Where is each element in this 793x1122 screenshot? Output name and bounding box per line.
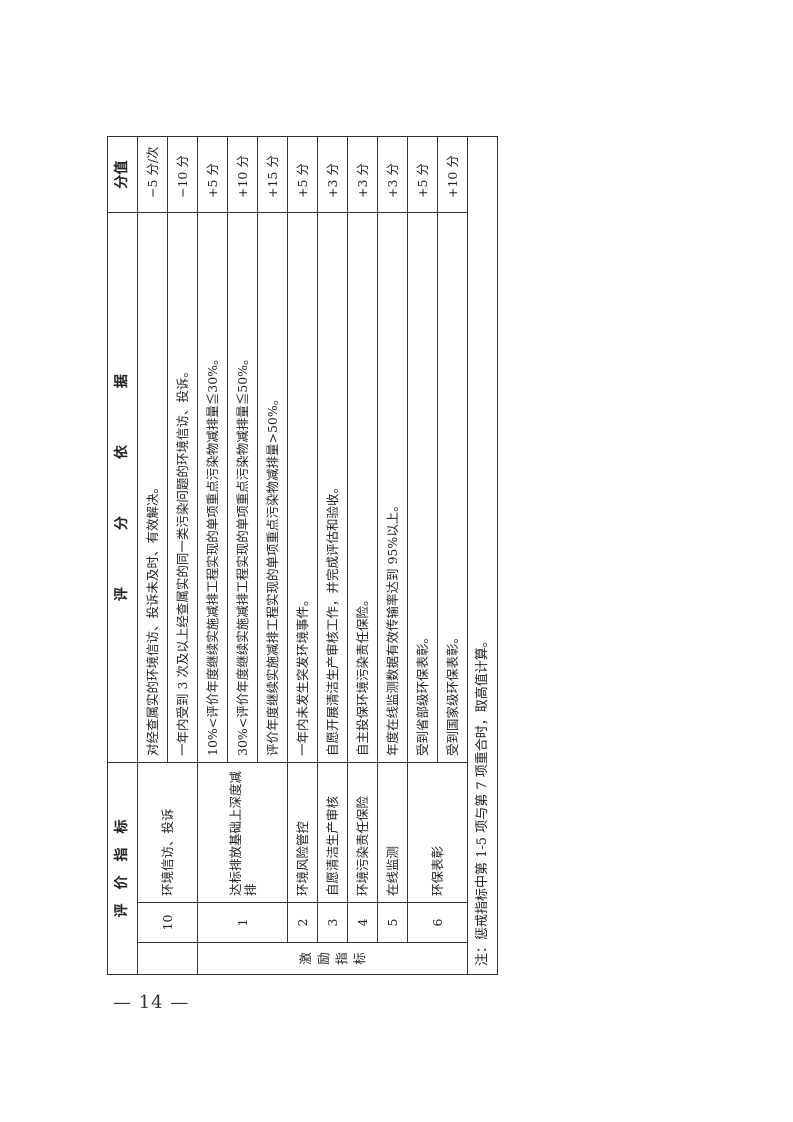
item-number: 5 — [377, 902, 408, 943]
criteria-text: 30%<评价年度继续实施减排工程实现的单项重点污染物减排量≦50%。 — [227, 212, 258, 763]
indicator-name: 自愿清洁生产审核 — [317, 762, 348, 903]
criteria-text: 年度在线监测数据有效传输率达到 95%以上。 — [377, 212, 408, 763]
criteria-text: 对经查属实的环境信访、投诉未及时、有效解决。 — [137, 212, 168, 763]
table-row: 5 在线监测 年度在线监测数据有效传输率达到 95%以上。 +3 分 — [377, 136, 408, 975]
indicator-name: 在线监测 — [377, 762, 408, 903]
note-row: 注：惩戒指标中第 1-5 项与第 7 项重合时，取高值计算。 — [467, 136, 498, 975]
table-row: 6 环保表彰 受到省部级环保表彰。 +5 分 — [407, 136, 468, 975]
indicator-name: 环境污染责任保险 — [347, 762, 378, 903]
rotated-table-region: 评 价 指 标 评 分 依 据 分值 10 环境信访、投诉 对经查属实的环境信访… — [107, 136, 498, 975]
criteria-text: 10%<评价年度继续实施减排工程实现的单项重点污染物减排量≦30%。 — [197, 212, 228, 763]
item-number: 6 — [407, 902, 468, 943]
category-incentive: 激 励 指 标 — [197, 942, 468, 975]
table-row: 4 环境污染责任保险 自主投保环境污染责任保险。 +3 分 — [347, 136, 378, 975]
criteria-text: 自主投保环境污染责任保险。 — [347, 212, 378, 763]
item-number: 2 — [287, 902, 318, 943]
score-value: +10 分 — [227, 136, 258, 213]
criteria-text: 一年内受到 3 次及以上经查属实的同一类污染问题的环境信访、投诉。 — [167, 212, 198, 763]
page-number: — 14 — — [113, 992, 190, 1013]
criteria-text: 一年内未发生突发环境事件。 — [287, 212, 318, 763]
score-value: +15 分 — [257, 136, 288, 213]
category-char: 标 — [351, 952, 367, 965]
score-value: +5 分 — [197, 136, 228, 213]
category-penalty — [137, 942, 198, 975]
category-char: 励 — [315, 952, 331, 965]
item-number: 1 — [197, 902, 288, 943]
indicator-name: 环保表彰 — [407, 762, 468, 903]
category-char: 指 — [333, 952, 349, 965]
indicator-name: 环境信访、投诉 — [137, 762, 198, 903]
item-number: 4 — [347, 902, 378, 943]
item-number: 3 — [317, 902, 348, 943]
table-row: 10 环境信访、投诉 对经查属实的环境信访、投诉未及时、有效解决。 −5 分/次 — [137, 136, 198, 975]
table-rotator: 评 价 指 标 评 分 依 据 分值 10 环境信访、投诉 对经查属实的环境信访… — [107, 136, 498, 975]
criteria-text: 受到国家级环保表彰。 — [437, 212, 468, 763]
score-value: +5 分 — [287, 136, 318, 213]
criteria-text: 评价年度继续实施减排工程实现的单项重点污染物减排量>50%。 — [257, 212, 288, 763]
criteria-text: 自愿开展清洁生产审核工作，并完成评估和验收。 — [317, 212, 348, 763]
item-number: 10 — [137, 902, 198, 943]
table-row: 3 自愿清洁生产审核 自愿开展清洁生产审核工作，并完成评估和验收。 +3 分 — [317, 136, 348, 975]
table-row: 2 环境风险管控 一年内未发生突发环境事件。 +5 分 — [287, 136, 318, 975]
score-value: +3 分 — [347, 136, 378, 213]
header-indicator: 评 价 指 标 — [107, 762, 138, 975]
table-row: 激 励 指 标 1 达标排放基础上深度减排 10%<评价年度继续实施减排工程实现… — [197, 136, 468, 975]
indicator-name: 达标排放基础上深度减排 — [197, 762, 288, 903]
score-value: +10 分 — [437, 136, 468, 213]
score-value: +3 分 — [377, 136, 408, 213]
table-header-row: 评 价 指 标 评 分 依 据 分值 — [107, 136, 138, 975]
evaluation-table: 评 价 指 标 评 分 依 据 分值 10 环境信访、投诉 对经查属实的环境信访… — [107, 136, 498, 975]
score-value: +3 分 — [317, 136, 348, 213]
score-value: −5 分/次 — [137, 136, 168, 213]
table-note: 注：惩戒指标中第 1-5 项与第 7 项重合时，取高值计算。 — [467, 136, 498, 975]
score-value: +5 分 — [407, 136, 438, 213]
header-criteria: 评 分 依 据 — [107, 212, 138, 763]
header-score: 分值 — [107, 136, 138, 213]
criteria-text: 受到省部级环保表彰。 — [407, 212, 438, 763]
score-value: −10 分 — [167, 136, 198, 213]
indicator-name: 环境风险管控 — [287, 762, 318, 903]
category-char: 激 — [297, 952, 313, 965]
